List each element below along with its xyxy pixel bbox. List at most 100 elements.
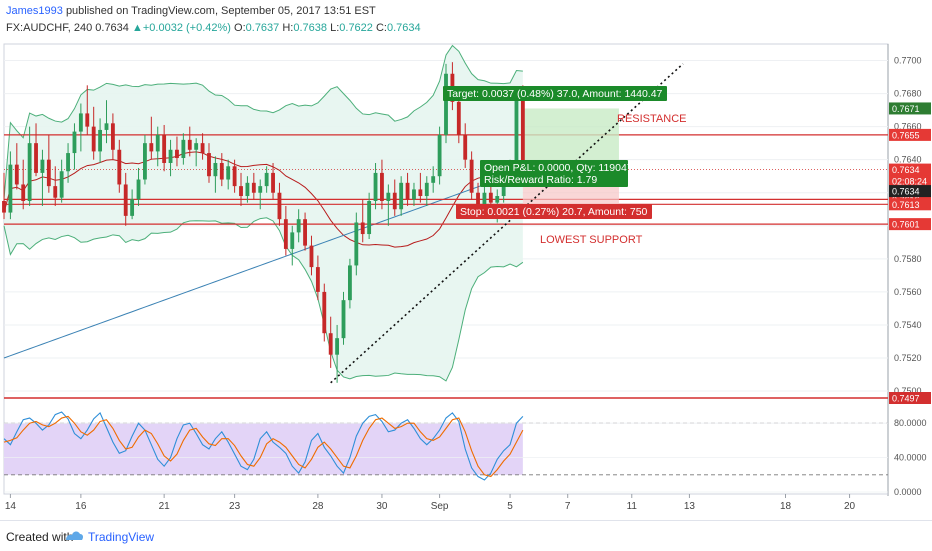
candle bbox=[444, 63, 448, 144]
candle-body bbox=[431, 176, 436, 183]
candle-body bbox=[290, 232, 295, 249]
candle bbox=[14, 143, 19, 190]
candle-body bbox=[258, 186, 263, 193]
price-label-box bbox=[889, 163, 931, 176]
candle-body bbox=[175, 149, 179, 159]
candle-body bbox=[424, 182, 429, 197]
price-label-text: 0.7655 bbox=[892, 130, 920, 140]
candle bbox=[315, 255, 320, 301]
candle-body bbox=[53, 186, 58, 198]
candle bbox=[354, 212, 359, 276]
candle-body bbox=[405, 182, 410, 200]
candle bbox=[40, 149, 45, 206]
candle-body bbox=[386, 192, 391, 201]
candle-body bbox=[437, 134, 442, 177]
candle bbox=[136, 167, 141, 206]
price-label-box bbox=[889, 175, 931, 188]
candle bbox=[200, 133, 205, 160]
candle bbox=[245, 176, 250, 203]
candle bbox=[226, 159, 231, 190]
candle-body bbox=[21, 184, 26, 201]
candle-body bbox=[501, 179, 506, 197]
candle bbox=[117, 139, 122, 193]
candle-body bbox=[380, 172, 384, 201]
candle bbox=[162, 124, 167, 172]
candle-body bbox=[283, 219, 288, 249]
price-label-text: 0.7613 bbox=[892, 200, 920, 210]
open-pnl-badge-text: Open P&L: 0.0000, Qty: 119047 bbox=[484, 162, 633, 174]
candle bbox=[431, 166, 436, 193]
candle bbox=[110, 113, 115, 160]
price-label: 02:08:24 bbox=[889, 175, 931, 188]
price-tick-label: 0.7500 bbox=[894, 386, 922, 396]
author-link[interactable]: James1993 bbox=[6, 5, 63, 17]
candle-body bbox=[354, 222, 359, 266]
candle-body bbox=[143, 143, 147, 180]
low-value: 0.7622 bbox=[339, 22, 373, 34]
profit-zone bbox=[522, 108, 619, 170]
target-badge-box bbox=[443, 86, 667, 101]
candle-body bbox=[418, 189, 423, 197]
open-value: 0.7637 bbox=[245, 22, 280, 34]
candle-body bbox=[34, 143, 38, 173]
candle-body bbox=[463, 134, 468, 160]
candle bbox=[456, 93, 461, 144]
time-tick-label: 20 bbox=[844, 501, 856, 512]
candle-body bbox=[251, 182, 256, 193]
price-chart[interactable]: 0.75000.75200.75400.75600.75800.76000.76… bbox=[0, 0, 932, 520]
open-pnl-badge-text: Risk/Reward Ratio: 1.79 bbox=[484, 174, 597, 186]
candle-body bbox=[187, 139, 192, 150]
price-label-text: 0.7601 bbox=[892, 220, 920, 230]
price-label-text: 02:08:24 bbox=[892, 177, 927, 187]
candle bbox=[424, 176, 429, 206]
candle-body bbox=[444, 73, 448, 135]
candle-body bbox=[14, 164, 19, 185]
price-label-box bbox=[889, 198, 931, 211]
candle bbox=[194, 138, 199, 167]
candle-body bbox=[27, 143, 32, 201]
stoch-tick-label: 80.0000 bbox=[894, 418, 927, 428]
candle-body bbox=[412, 189, 416, 200]
high-label: H: bbox=[282, 22, 294, 34]
price-label: 0.7655 bbox=[889, 128, 931, 141]
time-tick-label: 16 bbox=[75, 501, 87, 512]
candle bbox=[34, 123, 38, 177]
candle-body bbox=[322, 291, 327, 334]
candle bbox=[271, 162, 275, 200]
candle bbox=[258, 179, 263, 210]
bollinger-upper-line bbox=[3, 44, 523, 200]
candle bbox=[59, 159, 64, 203]
candle bbox=[66, 143, 70, 183]
price-label-box bbox=[889, 128, 931, 141]
candle-body bbox=[213, 162, 218, 177]
candle bbox=[213, 156, 218, 193]
symbol-line: FX:AUDCHF, 240 0.7634 ▲+0.0032 (+0.42%) … bbox=[6, 22, 421, 34]
up-arrow-icon: ▲ bbox=[131, 22, 143, 34]
time-tick-label: 5 bbox=[507, 501, 513, 512]
price-tick-label: 0.7640 bbox=[894, 155, 922, 165]
candle bbox=[437, 126, 442, 185]
published-text: published on TradingView.com, September … bbox=[65, 5, 376, 17]
bottom-marker-box bbox=[889, 392, 931, 404]
candle bbox=[283, 205, 288, 256]
resistance-label: RESISTANCE bbox=[617, 113, 686, 125]
candle bbox=[380, 159, 384, 210]
candle bbox=[143, 134, 147, 185]
candle-body bbox=[117, 149, 122, 185]
candle bbox=[367, 192, 372, 240]
candle-body bbox=[271, 172, 275, 193]
high-value: 0.7638 bbox=[293, 22, 328, 34]
candle-body bbox=[482, 192, 487, 206]
candle-body bbox=[347, 265, 352, 301]
price-label: 0.7601 bbox=[889, 218, 931, 231]
candle bbox=[2, 172, 6, 220]
time-tick-label: 30 bbox=[376, 501, 388, 512]
tradingview-brand[interactable]: TradingView bbox=[88, 530, 155, 544]
lowest-support-label: LOWEST SUPPORT bbox=[540, 234, 643, 246]
time-tick-label: 28 bbox=[312, 501, 324, 512]
candle-body bbox=[194, 143, 199, 150]
candle-body bbox=[495, 196, 500, 203]
candle-body bbox=[40, 159, 45, 173]
stoch-band bbox=[4, 423, 523, 475]
price-label: 0.7671 bbox=[889, 102, 931, 115]
